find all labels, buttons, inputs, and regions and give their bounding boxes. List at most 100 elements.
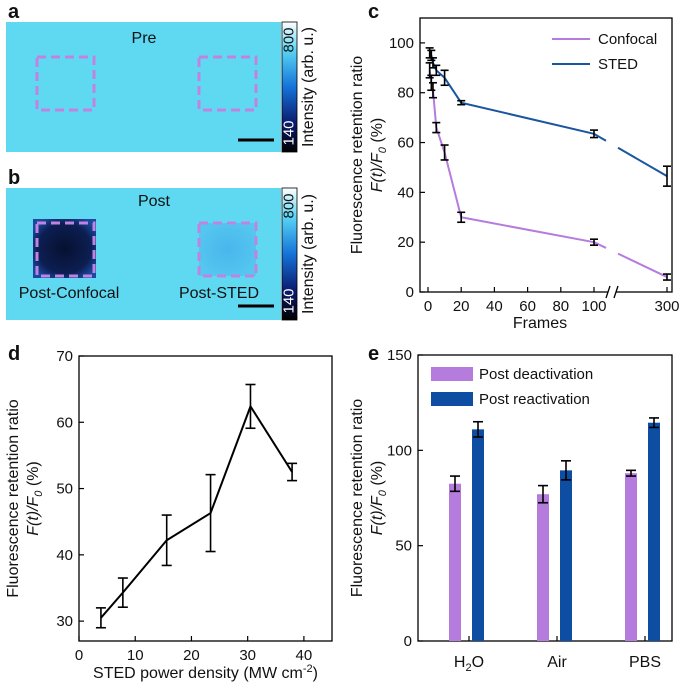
chart-c-ylabel-ft: F(t)/F [369,152,386,192]
chart-e-category-sub: 2 [465,662,471,674]
chart-d-ytick-label: 30 [56,613,73,630]
post-sted-label: Post-STED [179,285,259,302]
chart-c-series-sted-seg-a [593,132,607,142]
chart-e-legend-label: Post reactivation [479,391,590,408]
chart-e-category-rest: O [472,654,484,671]
chart-e-ylabel-line1: Fluorescence retention ratio [349,399,366,597]
chart-d-ylabel-suffix: (%) [25,461,42,490]
chart-e-category-main: Air [547,654,567,671]
chart-e-ytick-label: 0 [404,633,412,650]
chart-d-xlabel-suffix: ) [313,665,318,682]
chart-c-series-sted-line [428,52,595,135]
chart-e-category-main: H [454,654,466,671]
chart-c-legend-label: Confocal [598,31,657,48]
chart-d-xtick-label: 0 [75,647,83,664]
chart-d-ytick-label: 70 [56,348,73,365]
chart-c-xlabel: Frames [513,315,567,332]
pre-image [6,22,281,152]
chart-c-xtick-label: 60 [519,298,536,315]
pre-colorbar-label: Intensity (arb. u.) [300,27,317,147]
post-colorbar-label: Intensity (arb. u.) [300,194,317,314]
panel-a-label: a [8,1,20,23]
chart-c-ytick-label: 60 [397,135,414,152]
chart-e-bar-deactivation [537,494,549,641]
pre-colorbar-max: 800 [280,27,297,52]
chart-e-ylabel-suffix: (%) [369,461,386,490]
chart-c-xtick-label: 300 [654,298,679,315]
chart-d-frame [78,355,333,642]
chart-c-break-gap [608,284,616,300]
chart-d-xtick-label: 20 [183,647,200,664]
chart-e-category-label: Air [547,654,567,671]
post-sted-bleach [199,223,256,276]
chart-e-label: e [368,343,379,365]
chart-d-xtick-label: 10 [127,647,144,664]
chart-c-xtick-label: 40 [486,298,503,315]
post-colorbar-max: 800 [280,193,297,218]
chart-e-ylabel-ft: F(t)/F [369,495,386,535]
post-roi-left [35,221,96,278]
pre-colorbar-min: 140 [280,120,297,145]
chart-e-bar-deactivation [449,483,461,641]
post-confocal-bleach [33,219,96,278]
chart-e-bar-reactivation [648,422,660,641]
chart-c-series-confocal-seg-b [617,252,668,278]
chart-d-ylabel-ft: F(t)/F [25,495,42,535]
chart-e-category-label: PBS [629,654,661,671]
chart-e-bar-reactivation [560,470,572,641]
chart-c-label: c [368,1,379,23]
chart-c-xtick-label: 0 [424,298,432,315]
chart-e-category-main: PBS [629,654,661,671]
chart-d-xlabel-sup: -2 [303,663,313,675]
post-colorbar-min: 140 [280,288,297,313]
post-colorbar [281,187,298,321]
chart-e-bar-deactivation [625,473,637,641]
chart-e-category-label: H2O [454,654,484,674]
chart-e-ytick-label: 100 [387,442,412,459]
chart-d-ylabel-line1: Fluorescence retention ratio [5,399,22,597]
chart-c-ytick-label: 0 [406,284,414,301]
post-title: Post [138,193,171,210]
pre-colorbar [281,21,298,153]
chart-c-frame [419,17,673,293]
panel-a: a Pre 800 140 Intensity (arb. u.) [6,1,317,153]
chart-d-xtick-label: 40 [296,647,313,664]
panel-b: b Post Post-Confocal Post-STED 800 140 I… [6,167,317,321]
chart-e-ytick-label: 50 [395,538,412,555]
pre-roi-left [35,55,96,112]
chart-d-series-line [100,404,293,619]
chart-c-ytick-label: 20 [397,234,414,251]
chart-d-xtick-label: 30 [239,647,256,664]
pre-title: Pre [132,30,157,47]
chart-e-legend-swatch [431,367,473,381]
chart-c-series-confocal-seg-a [593,241,607,249]
chart-c-break-1 [605,285,611,299]
chart-d-xlabel: STED power density (MW cm-2) [93,663,318,682]
chart-c-series-sted-seg-b [617,146,668,178]
chart-c-xtick-label: 100 [581,298,606,315]
chart-e-legend-swatch [431,392,473,406]
post-roi-right [197,221,258,278]
chart-e-ylabel-sub: 0 [377,489,389,496]
chart-c-ytick-label: 80 [397,85,414,102]
chart-c-ytick-label: 40 [397,184,414,201]
chart-e: e 0 50 100 150 H2O Air PBS Fluorescence retentio… [349,343,673,674]
chart-d-ytick-label: 50 [56,481,73,498]
chart-c-ylabel-line1: Fluorescence retention ratio [349,56,366,254]
chart-e-legend-label: Post deactivation [479,366,593,383]
chart-d-ylabel-line2: F(t)/F0 (%) [25,461,45,536]
chart-c-ylabel-line2: F(t)/F0 (%) [369,118,389,193]
chart-d-ytick-label: 60 [56,414,73,431]
chart-d-ylabel-sub: 0 [33,490,45,497]
chart-c-ylabel-sub: 0 [377,146,389,153]
chart-d-ytick-label: 40 [56,547,73,564]
chart-c-ylabel-suffix: (%) [369,118,386,147]
chart-d-xlabel-main: STED power density (MW cm [93,665,303,682]
chart-e-ytick-label: 150 [387,347,412,364]
chart-d-label: d [8,343,20,365]
chart-c-xtick-label: 80 [552,298,569,315]
chart-c-xtick-label: 20 [453,298,470,315]
pre-roi-right [197,55,258,112]
chart-c: c 0 20 40 60 80 100 0 20 40 60 80 100 300 Frames Fluore… [349,1,680,332]
